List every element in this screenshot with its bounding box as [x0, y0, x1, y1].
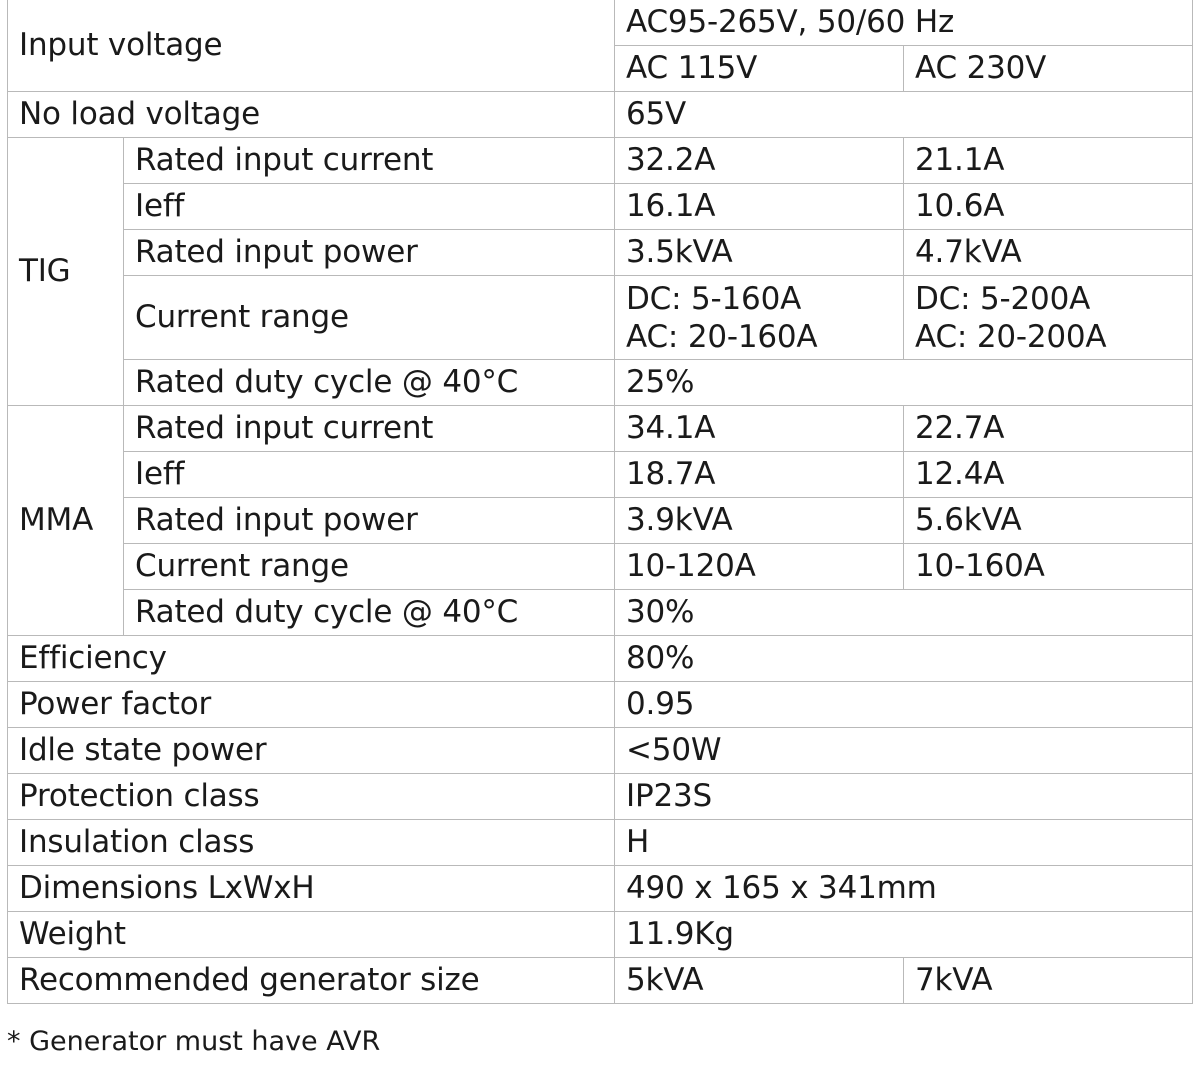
spec-value: 32.2A — [614, 137, 905, 184]
spec-value: 10.6A — [903, 183, 1194, 230]
spec-label: Current range — [122, 543, 616, 590]
spec-value: 21.1A — [903, 137, 1194, 184]
column-header-230v: AC 230V — [903, 45, 1194, 92]
spec-value: 11.9Kg — [614, 911, 1194, 958]
spec-label: Rated input current — [122, 137, 616, 184]
table-row: Rated duty cycle @ 40°C 25% — [8, 359, 1194, 406]
spec-value: 18.7A — [614, 451, 905, 498]
spec-label: Protection class — [6, 773, 616, 820]
spec-label: Ieff — [122, 183, 616, 230]
spec-value: 5kVA — [614, 957, 905, 1004]
spec-label: No load voltage — [6, 91, 616, 138]
column-header-115v: AC 115V — [614, 45, 905, 92]
table-row: Rated duty cycle @ 40°C 30% — [8, 589, 1194, 636]
spec-label: Rated input current — [122, 405, 616, 452]
spec-label: Insulation class — [6, 819, 616, 866]
current-range-ac: AC: 20-200A — [915, 318, 1107, 355]
spec-value: <50W — [614, 727, 1194, 774]
spec-value: IP23S — [614, 773, 1194, 820]
table-row: Idle state power <50W — [6, 727, 1194, 774]
spec-value: 7kVA — [903, 957, 1194, 1004]
spec-label: Rated duty cycle @ 40°C — [122, 359, 616, 406]
spec-value: 3.5kVA — [614, 229, 905, 276]
spec-value: 5.6kVA — [903, 497, 1194, 544]
group-label-tig: TIG — [7, 137, 124, 406]
current-range-dc: DC: 5-160A — [626, 280, 802, 317]
spec-label: Recommended generator size — [6, 957, 616, 1004]
spec-label: Ieff — [122, 451, 616, 498]
table-row: MMA Rated input current 34.1A 22.7A — [7, 405, 1194, 636]
table-row: Current range DC: 5-160A AC: 20-160A DC:… — [8, 275, 1194, 360]
table-row: Input voltage AC95-265V, 50/60 Hz — [6, 0, 1194, 92]
spec-value: 10-160A — [903, 543, 1194, 590]
table-row: AC 115V AC 230V — [8, 45, 1194, 92]
table-row: Rated input power 3.9kVA 5.6kVA — [8, 497, 1194, 544]
spec-value: H — [614, 819, 1194, 866]
current-range-dc: DC: 5-200A — [915, 280, 1091, 317]
table-row: Ieff 18.7A 12.4A — [8, 451, 1194, 498]
spec-label: Rated input power — [122, 497, 616, 544]
current-range-ac: AC: 20-160A — [626, 318, 818, 355]
table-row: Recommended generator size 5kVA 7kVA — [6, 957, 1194, 1004]
table-row: Protection class IP23S — [6, 773, 1194, 820]
spec-value: 80% — [614, 635, 1194, 682]
spec-value: DC: 5-200A AC: 20-200A — [903, 275, 1194, 360]
table-row: Power factor 0.95 — [6, 681, 1194, 728]
spec-label: Efficiency — [6, 635, 616, 682]
spec-value: 10-120A — [614, 543, 905, 590]
spec-value: 34.1A — [614, 405, 905, 452]
table-row: Ieff 16.1A 10.6A — [8, 183, 1194, 230]
spec-value: 22.7A — [903, 405, 1194, 452]
spec-label: Dimensions LxWxH — [6, 865, 616, 912]
spec-value: AC95-265V, 50/60 Hz — [614, 0, 1194, 46]
spec-value: 16.1A — [614, 183, 905, 230]
spec-label: Input voltage — [6, 0, 616, 92]
spec-value: 0.95 — [614, 681, 1194, 728]
footnote: * Generator must have AVR — [7, 1026, 381, 1057]
spec-value: 30% — [614, 589, 1194, 636]
spec-value: 25% — [614, 359, 1194, 406]
spec-value: 4.7kVA — [903, 229, 1194, 276]
table-row: Dimensions LxWxH 490 x 165 x 341mm — [6, 865, 1194, 912]
spec-value: 3.9kVA — [614, 497, 905, 544]
group-label-mma: MMA — [7, 405, 124, 636]
spec-value: 490 x 165 x 341mm — [614, 865, 1194, 912]
specifications-table: Input voltage AC95-265V, 50/60 Hz AC 115… — [6, 0, 1194, 1004]
spec-label: Idle state power — [6, 727, 616, 774]
table-row: Efficiency 80% — [6, 635, 1194, 682]
spec-value: 12.4A — [903, 451, 1194, 498]
spec-label: Power factor — [6, 681, 616, 728]
table-row: Insulation class H — [6, 819, 1194, 866]
table-row: Weight 11.9Kg — [6, 911, 1194, 958]
table-row: Rated input power 3.5kVA 4.7kVA — [8, 229, 1194, 276]
spec-label: Weight — [6, 911, 616, 958]
spec-label: Current range — [122, 275, 616, 360]
spec-value: 65V — [614, 91, 1194, 138]
table-row: TIG Rated input current 32.2A 21.1A — [7, 137, 1194, 406]
spec-value: DC: 5-160A AC: 20-160A — [614, 275, 905, 360]
spec-label: Rated input power — [122, 229, 616, 276]
table-row: Current range 10-120A 10-160A — [8, 543, 1194, 590]
table-row: No load voltage 65V — [6, 91, 1194, 138]
spec-label: Rated duty cycle @ 40°C — [122, 589, 616, 636]
